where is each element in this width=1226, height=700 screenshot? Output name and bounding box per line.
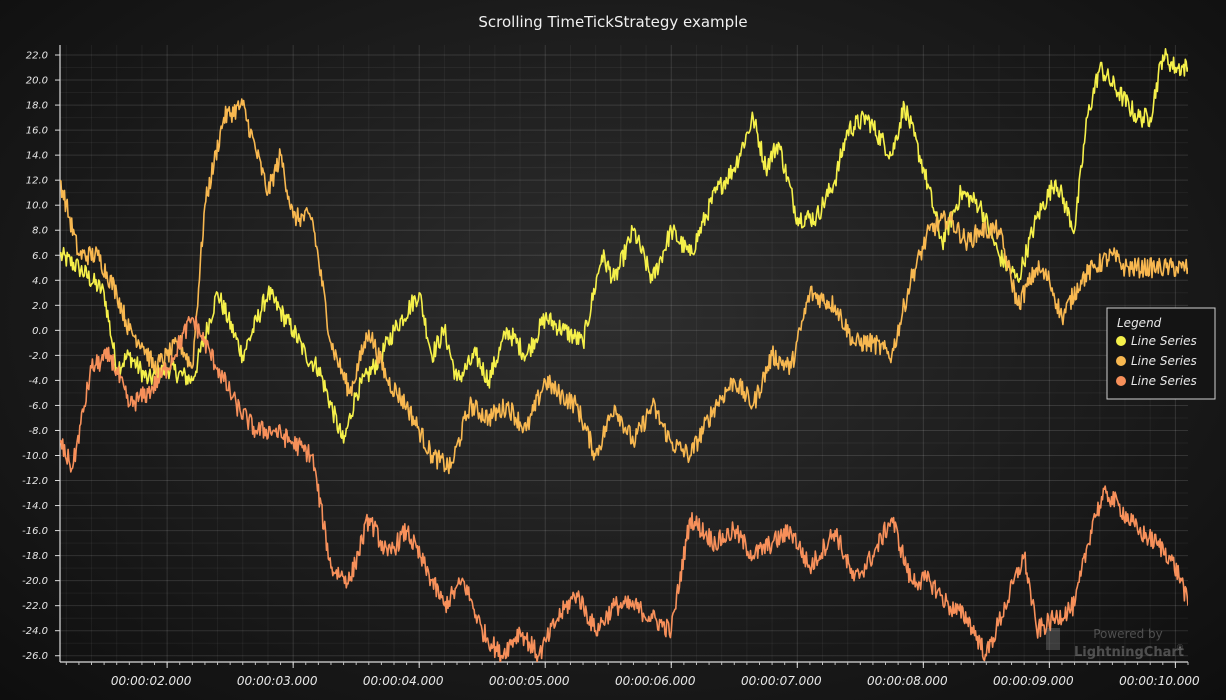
legend-marker-1 bbox=[1116, 336, 1126, 346]
y-tick-label: -24.0 bbox=[22, 626, 48, 637]
legend-entry-1: Line Series bbox=[1131, 334, 1197, 348]
x-tick-label: 00:00:07.000 bbox=[741, 674, 822, 688]
watermark-registered-mark: ® bbox=[1176, 643, 1184, 652]
y-tick-label: 18.0 bbox=[26, 101, 48, 112]
y-tick-label: 2.0 bbox=[32, 301, 48, 312]
legend-entry-3: Line Series bbox=[1131, 374, 1197, 388]
y-tick-label: 4.0 bbox=[32, 276, 48, 287]
y-tick-label: -12.0 bbox=[22, 476, 48, 487]
legend-title: Legend bbox=[1117, 316, 1162, 330]
y-tick-label: -26.0 bbox=[22, 651, 48, 662]
x-tick-label: 00:00:08.000 bbox=[867, 674, 948, 688]
series-line-2 bbox=[60, 98, 1188, 475]
y-tick-label: 8.0 bbox=[32, 226, 48, 237]
y-tick-label: 14.0 bbox=[26, 151, 48, 162]
y-tick-label: 22.0 bbox=[26, 51, 48, 62]
series-layer bbox=[60, 47, 1188, 662]
legend: Legend Line Series Line Series Line Series bbox=[1106, 307, 1216, 400]
axes: 22.0 20.0 18.0 16.0 14.0 12.0 10.0 8.0 6.0 4.0 2.0… bbox=[22, 45, 1200, 688]
x-tick-label: 00:00:04.000 bbox=[363, 674, 444, 688]
y-tick-label: 0.0 bbox=[32, 326, 48, 337]
x-tick-label: 00:00:09.000 bbox=[993, 674, 1074, 688]
legend-marker-3 bbox=[1116, 376, 1126, 386]
lightningchart-logo-icon bbox=[1046, 628, 1060, 650]
y-tick-label: 16.0 bbox=[26, 126, 48, 137]
y-tick-label: -16.0 bbox=[22, 526, 48, 537]
legend-entry-2: Line Series bbox=[1131, 354, 1197, 368]
y-tick-label: -22.0 bbox=[22, 601, 48, 612]
watermark-brand: LightningChart bbox=[1074, 645, 1184, 660]
x-tick-label: 00:00:10.000 bbox=[1119, 674, 1200, 688]
y-tick-label: -6.0 bbox=[28, 401, 48, 412]
x-tick-label: 00:00:05.000 bbox=[489, 674, 570, 688]
series-line-1 bbox=[60, 47, 1188, 444]
y-tick-label: -20.0 bbox=[22, 576, 48, 587]
y-tick-label: -2.0 bbox=[28, 351, 48, 362]
y-tick-label: 6.0 bbox=[32, 251, 48, 262]
lightningchart-watermark: Powered by LightningChart ® bbox=[1046, 627, 1184, 660]
legend-marker-2 bbox=[1116, 356, 1126, 366]
y-tick-label: 20.0 bbox=[26, 76, 48, 87]
y-tick-label: -18.0 bbox=[22, 551, 48, 562]
series-line-3 bbox=[60, 315, 1188, 662]
watermark-powered-by: Powered by bbox=[1093, 627, 1163, 641]
y-tick-label: -14.0 bbox=[22, 501, 48, 512]
x-tick-label: 00:00:06.000 bbox=[615, 674, 696, 688]
grid bbox=[60, 45, 1188, 662]
y-tick-label: 12.0 bbox=[26, 176, 48, 187]
y-tick-label: -10.0 bbox=[22, 451, 48, 462]
y-tick-label: -8.0 bbox=[28, 426, 48, 437]
y-tick-label: -4.0 bbox=[28, 376, 48, 387]
x-tick-label: 00:00:03.000 bbox=[237, 674, 318, 688]
chart-title: Scrolling TimeTickStrategy example bbox=[478, 13, 747, 31]
y-tick-label: 10.0 bbox=[26, 201, 48, 212]
x-tick-label: 00:00:02.000 bbox=[111, 674, 192, 688]
